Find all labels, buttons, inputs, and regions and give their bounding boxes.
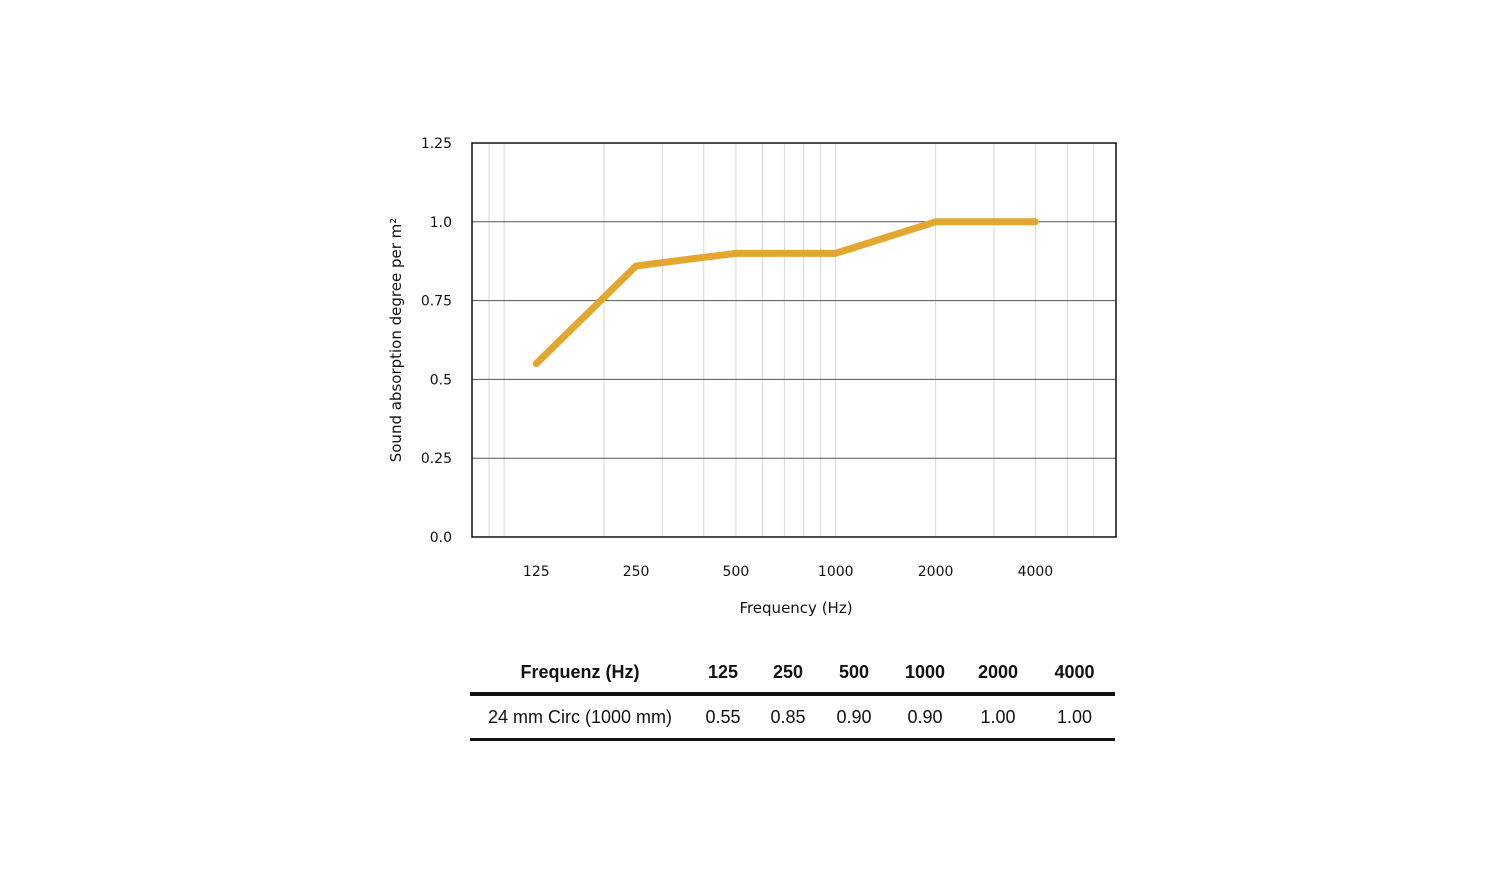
major-gridlines: [472, 221, 1116, 459]
table-header-cell: 500: [820, 652, 888, 696]
table-cell: 0.90: [888, 694, 962, 741]
x-tick-label: 2000: [918, 564, 954, 580]
table-header-cell: 1000: [888, 652, 962, 696]
minor-gridlines: [488, 143, 1095, 537]
table-header-cell: 250: [756, 652, 820, 696]
x-tick-label: 4000: [1018, 564, 1054, 580]
x-tick-labels: 125 250 500 1000 2000 4000: [523, 564, 1053, 580]
x-tick-label: 1000: [818, 564, 854, 580]
y-tick-label: 0.75: [421, 294, 452, 310]
table-cell: 0.85: [756, 694, 820, 741]
y-tick-label: 0.5: [430, 372, 452, 388]
x-axis-label: Frequency (Hz): [739, 599, 852, 617]
y-tick-label: 1.0: [430, 215, 452, 231]
table-header-cell: 4000: [1034, 652, 1115, 696]
x-tick-label: 500: [723, 564, 750, 580]
series-line: [532, 218, 1039, 368]
y-tick-labels: 0.0 0.25 0.5 0.75 1.0 1.25: [421, 136, 452, 546]
absorption-chart: 0.0 0.25 0.5 0.75 1.0 1.25 125 250 500 1000 2000 4…: [387, 136, 1117, 617]
y-tick-label: 1.25: [421, 136, 452, 152]
y-tick-label: 0.25: [421, 451, 452, 467]
table-row-label: 24 mm Circ (1000 mm): [470, 694, 690, 741]
plot-frame: [471, 142, 1117, 538]
table-cell: 0.55: [690, 694, 756, 741]
y-axis-label: Sound absorption degree per m²: [387, 218, 405, 463]
table-header-cell: 125: [690, 652, 756, 696]
table-cell: 0.90: [820, 694, 888, 741]
y-tick-label: 0.0: [430, 530, 452, 546]
table-header-cell: 2000: [962, 652, 1034, 696]
absorption-table: Frequenz (Hz) 125 250 500 1000 2000 4000…: [470, 652, 1115, 741]
table-row: 24 mm Circ (1000 mm) 0.55 0.85 0.90 0.90…: [470, 694, 1115, 741]
table-cell: 1.00: [962, 694, 1034, 741]
table-header-label: Frequenz (Hz): [470, 652, 690, 696]
table-cell: 1.00: [1034, 694, 1115, 741]
x-tick-label: 250: [623, 564, 650, 580]
x-tick-label: 125: [523, 564, 550, 580]
table-header-row: Frequenz (Hz) 125 250 500 1000 2000 4000: [470, 652, 1115, 696]
